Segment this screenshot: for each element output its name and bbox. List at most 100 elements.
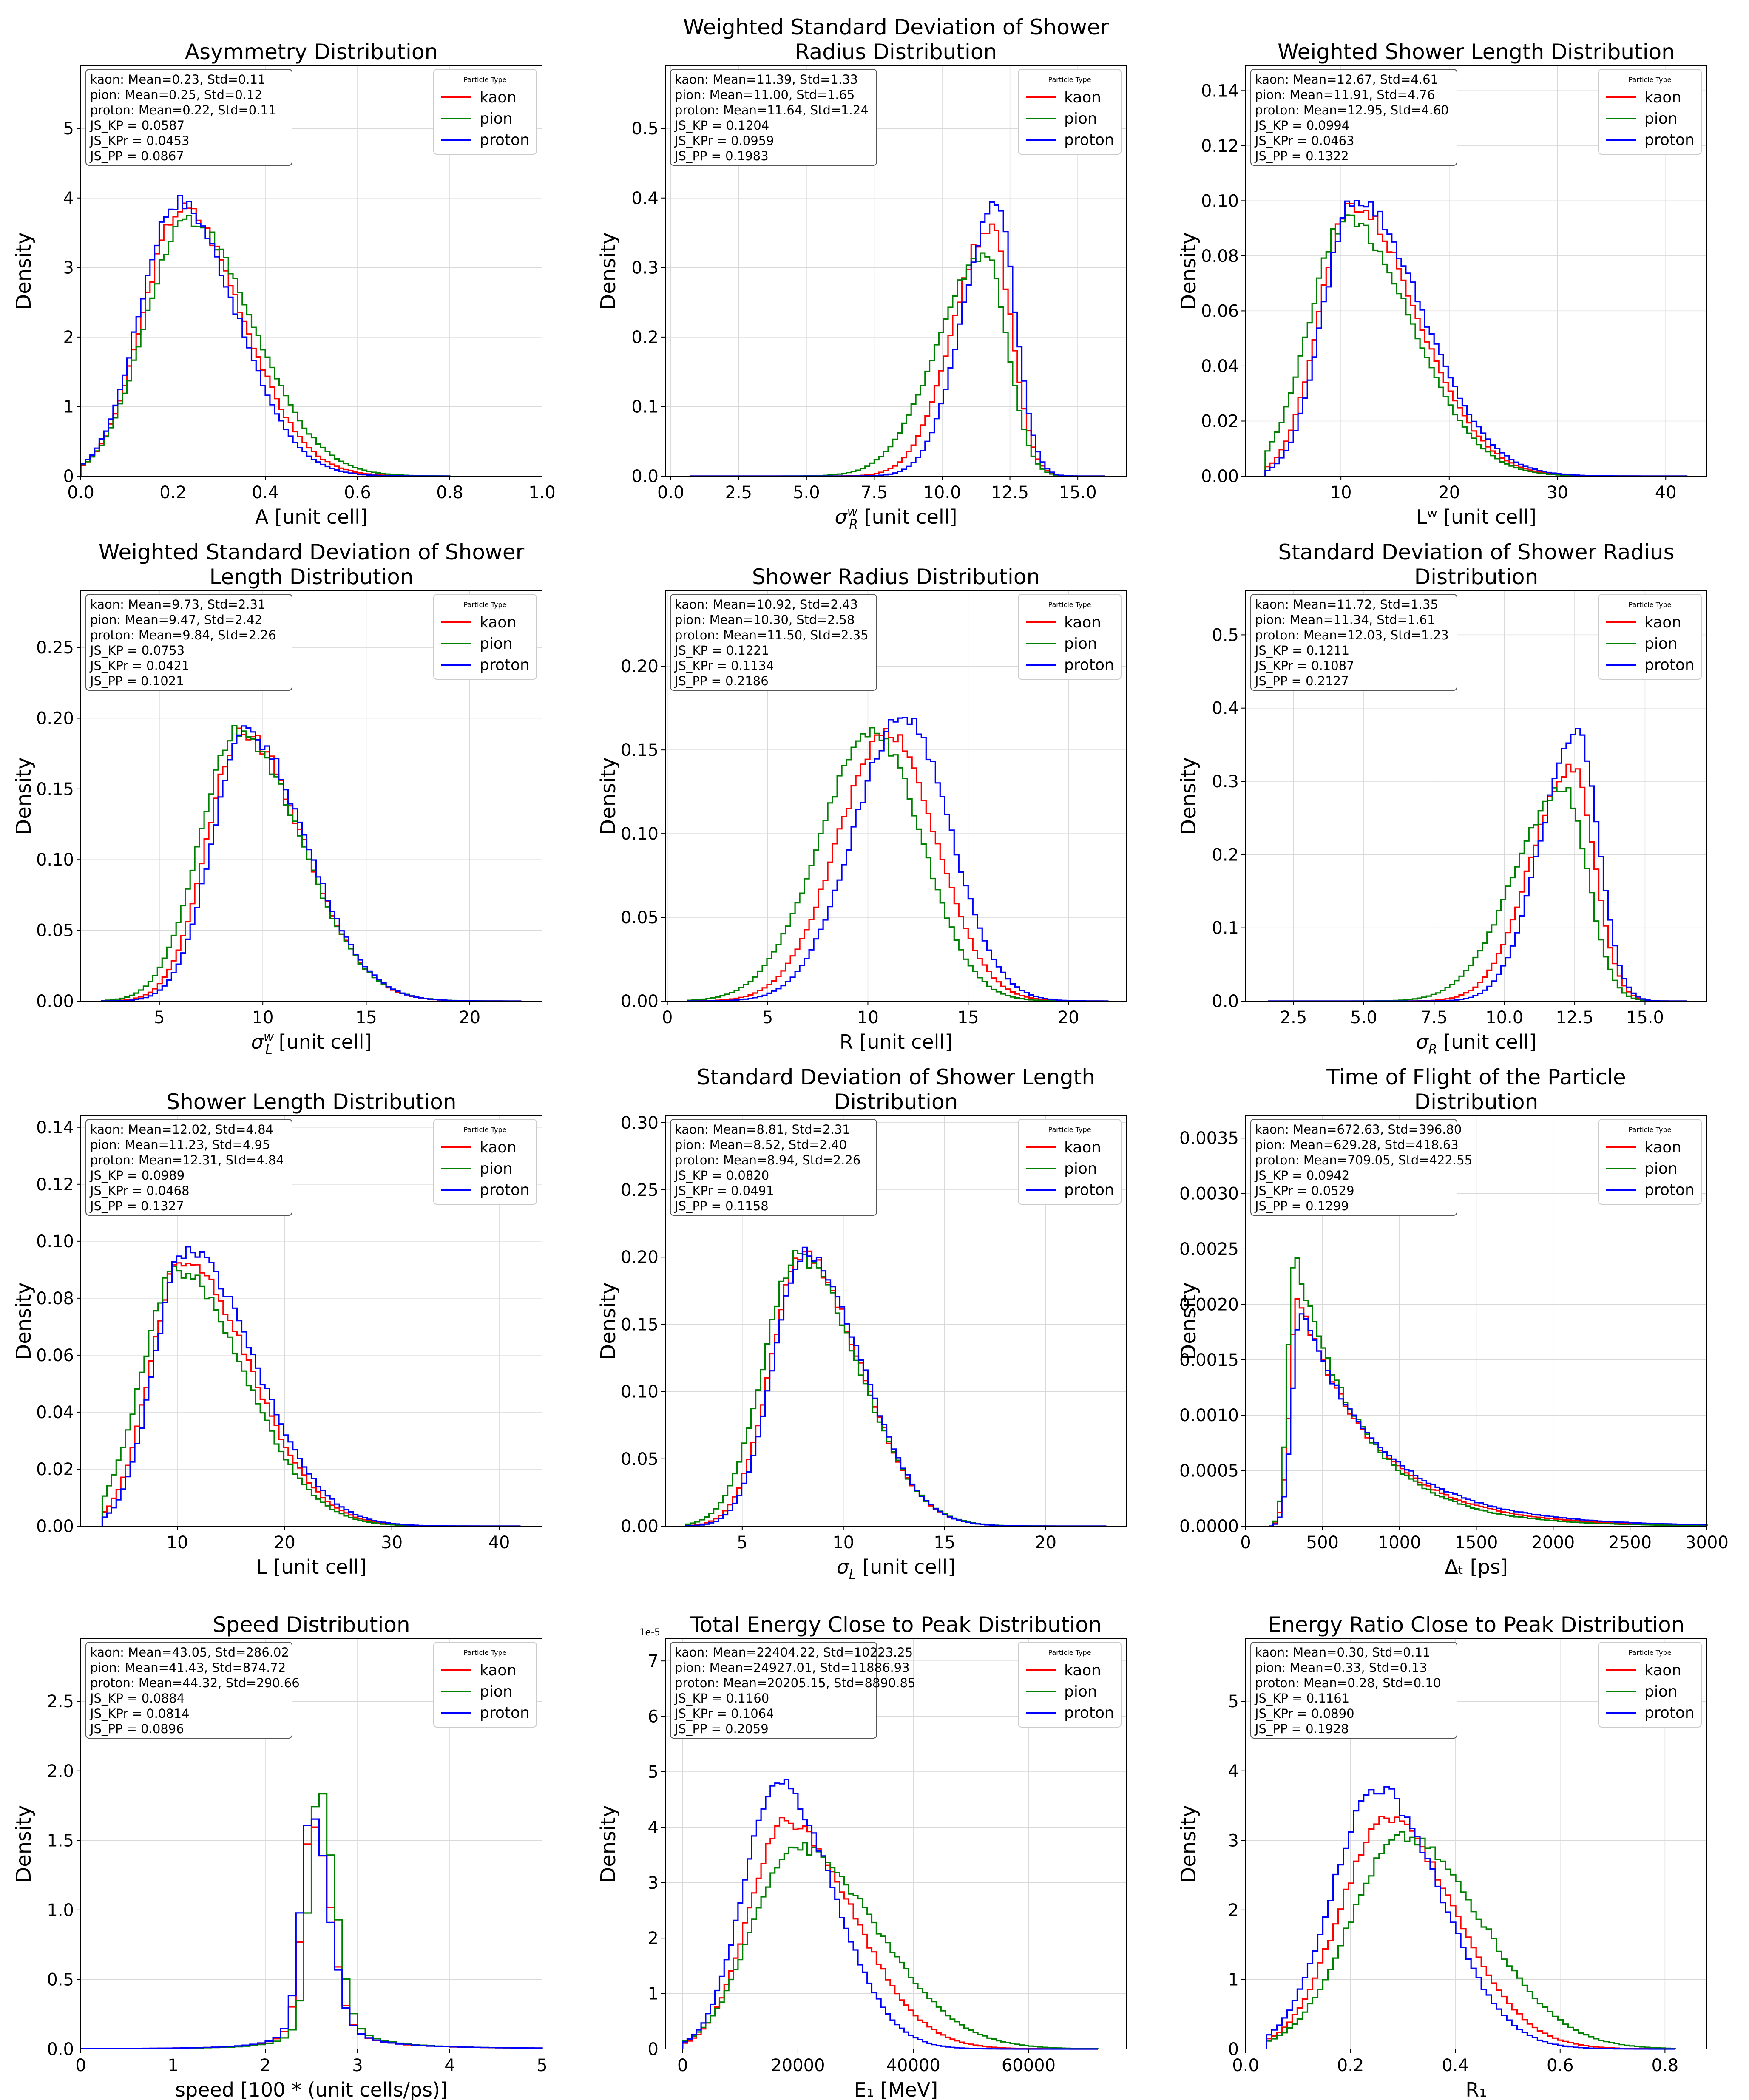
chart-title-line: Total Energy Close to Peak Distribution [690,1612,1102,1637]
chart-panel-6: Standard Deviation of Shower RadiusDistr… [1177,540,1707,1057]
legend-frame [1018,69,1122,155]
y-axis-label: Density [12,1805,36,1882]
stats-line: proton: Mean=11.50, Std=2.35 [675,628,869,642]
plot-frame [665,590,1127,1002]
y-tick-label: 0.1 [631,397,659,417]
stats-line: JS_KPr = 0.0890 [1254,1706,1354,1721]
x-tick-label: 2 [260,2056,270,2075]
y-tick-label: 0.4 [631,189,659,208]
stats-line: kaon: Mean=0.23, Std=0.11 [90,72,266,87]
legend: Particle Type kaon pion proton [1018,1642,1122,1728]
x-tick-label: 10.0 [1485,1008,1523,1027]
legend-title: Particle Type [1048,601,1091,609]
histogram-kaon [687,728,1109,1002]
x-tick-label: 20 [1035,1533,1056,1552]
x-axis-label: Lʷ [unit cell] [1416,505,1536,528]
legend-label-kaon: kaon [480,89,517,106]
stats-line: JS_KP = 0.1204 [674,118,769,133]
legend-label-proton: proton [1644,131,1695,149]
y-tick-label: 0.0 [631,467,659,486]
histogram-proton [80,195,450,477]
chart-panel-2: Weighted Standard Deviation of ShowerRad… [596,15,1127,532]
histogram-pion [1268,787,1687,1002]
y-scale-label: 1e-5 [639,1627,660,1638]
y-tick-label: 0.00 [1201,467,1239,486]
y-tick-label: 2 [648,1929,659,1948]
legend-label-proton: proton [1064,656,1114,674]
legend: Particle Type kaon pion proton [1598,1642,1702,1728]
x-tick-label: 15 [957,1008,979,1027]
legend-label-proton: proton [1644,1704,1695,1722]
stats-line: kaon: Mean=11.39, Std=1.33 [675,72,858,87]
stats-line: JS_PP = 0.1983 [674,149,769,163]
legend-label-kaon: kaon [480,1662,517,1679]
chart-title: Weighted Shower Length Distribution [1278,40,1675,64]
histogram-pion [690,252,1105,477]
y-tick-label: 0.3 [631,258,659,278]
histogram-proton [687,717,1109,1002]
x-tick-label: 7.5 [1420,1008,1448,1027]
legend-label-pion: pion [1644,1160,1678,1178]
stats-line: JS_PP = 0.2127 [1254,674,1349,688]
chart-panel-8: Standard Deviation of Shower LengthDistr… [596,1065,1127,1582]
x-tick-label: 40000 [886,2056,940,2075]
plot-frame [80,1638,542,2049]
legend-label-proton: proton [1064,131,1114,149]
x-tick-label: 0.8 [436,483,463,502]
y-tick-label: 0.04 [1201,357,1239,376]
stats-line: pion: Mean=11.34, Std=1.61 [1255,613,1435,627]
y-tick-label: 0.10 [1201,191,1239,211]
legend-label-proton: proton [480,656,530,674]
legend-frame [1598,594,1702,680]
y-tick-label: 0.0020 [1179,1295,1239,1314]
legend-frame [1018,1642,1122,1728]
stats-line: kaon: Mean=9.73, Std=2.31 [90,597,266,612]
stats-line: kaon: Mean=8.81, Std=2.31 [675,1122,850,1137]
stats-line: pion: Mean=8.52, Std=2.40 [675,1138,847,1152]
stats-line: JS_PP = 0.1158 [674,1199,769,1213]
legend-label-pion: pion [480,1683,513,1700]
stats-line: JS_PP = 0.1299 [1254,1199,1349,1213]
y-tick-label: 0 [63,467,74,486]
y-axis-label: Density [596,757,620,834]
x-tick-label: 500 [1306,1533,1339,1552]
legend-label-kaon: kaon [1644,1662,1681,1679]
legend-label-proton: proton [1644,656,1695,674]
x-tick-label: 0.6 [1547,2056,1574,2075]
x-tick-label: 40 [1655,483,1677,502]
legend-title: Particle Type [464,76,507,84]
stats-line: JS_PP = 0.1928 [1254,1722,1349,1736]
y-tick-label: 0.0 [47,2040,74,2059]
legend-label-kaon: kaon [1064,1662,1101,1679]
y-tick-label: 0.20 [621,657,659,676]
x-tick-label: 12.5 [991,483,1029,502]
stats-line: kaon: Mean=12.67, Std=4.61 [1255,72,1438,87]
histogram-proton [101,1246,521,1527]
stats-box-frame [1250,594,1457,691]
legend-label-kaon: kaon [1064,1139,1101,1156]
stats-line: JS_KPr = 0.0468 [89,1183,190,1198]
y-tick-label: 0.10 [621,824,659,844]
stats-line: JS_KPr = 0.1134 [674,658,774,673]
chart-title: Time of Flight of the ParticleDistributi… [1326,1065,1626,1114]
y-axis-label: Density [1177,1282,1201,1359]
chart-title-line: Weighted Standard Deviation of Shower [683,15,1109,40]
y-tick-label: 0.3 [1212,772,1239,792]
y-tick-label: 0.0010 [1179,1406,1239,1425]
x-tick-label: 0 [662,1008,673,1027]
x-tick-label: 1500 [1455,1533,1498,1552]
y-axis-label: Density [12,1282,36,1359]
legend-label-pion: pion [1064,1160,1097,1178]
y-tick-label: 3 [648,1873,659,1893]
legend-title: Particle Type [464,601,507,609]
legend: Particle Type kaon pion proton [1018,594,1122,680]
stats-line: kaon: Mean=0.30, Std=0.11 [1255,1645,1431,1660]
x-tick-label: 10 [857,1008,879,1027]
y-tick-label: 2 [1228,1901,1239,1920]
y-tick-label: 0.2 [1212,845,1239,865]
